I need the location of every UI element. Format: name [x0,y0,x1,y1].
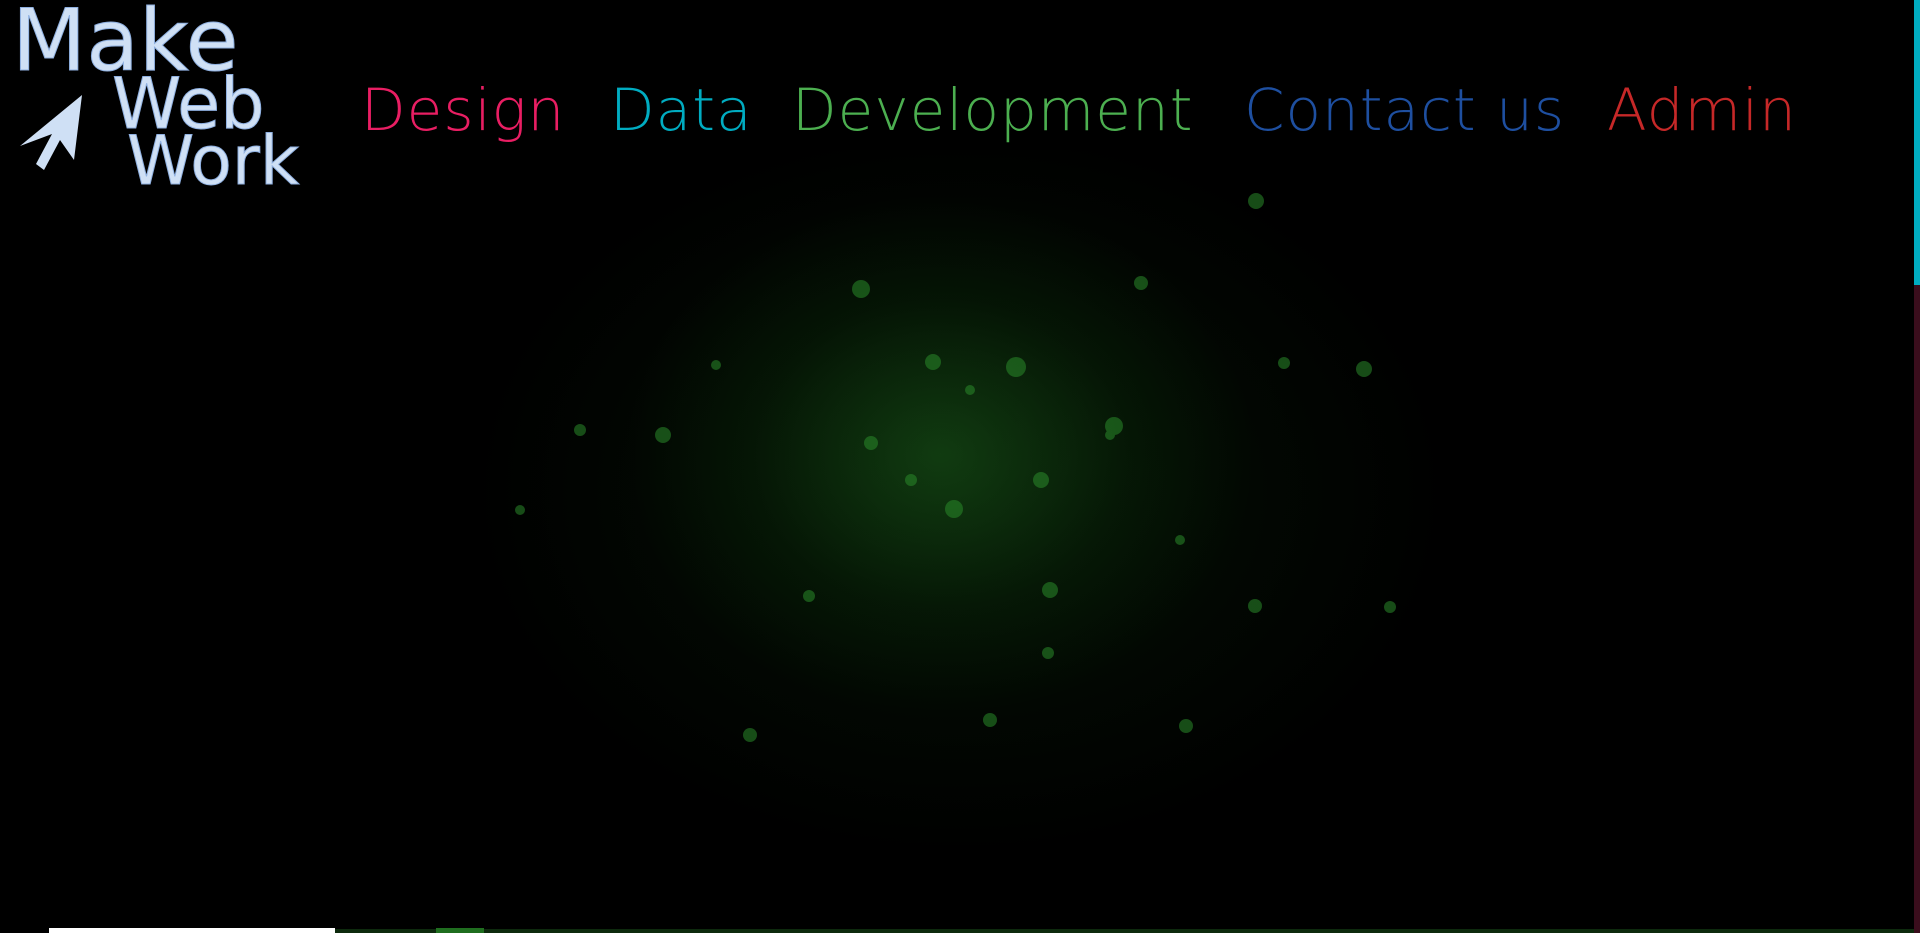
logo[interactable]: Make Web Work [12,0,332,190]
bottom-tab [436,928,484,933]
background-particles [470,150,1450,910]
logo-line: Web [112,63,265,145]
nav-link[interactable]: Data [610,76,753,144]
nav-link[interactable]: Contact us [1244,76,1566,144]
logo-cursor [20,95,82,170]
nav-link[interactable]: Admin [1607,76,1797,144]
nav-link[interactable]: Development [792,76,1194,144]
logo-line: Work [127,122,300,190]
scrollbar-track[interactable] [1914,285,1920,933]
nav-link[interactable]: Design [361,76,566,144]
bottom-strip [335,929,1914,933]
scrollbar-thumb[interactable] [1914,0,1920,285]
logo-line: Make [12,0,239,91]
bottom-tab [49,928,335,933]
